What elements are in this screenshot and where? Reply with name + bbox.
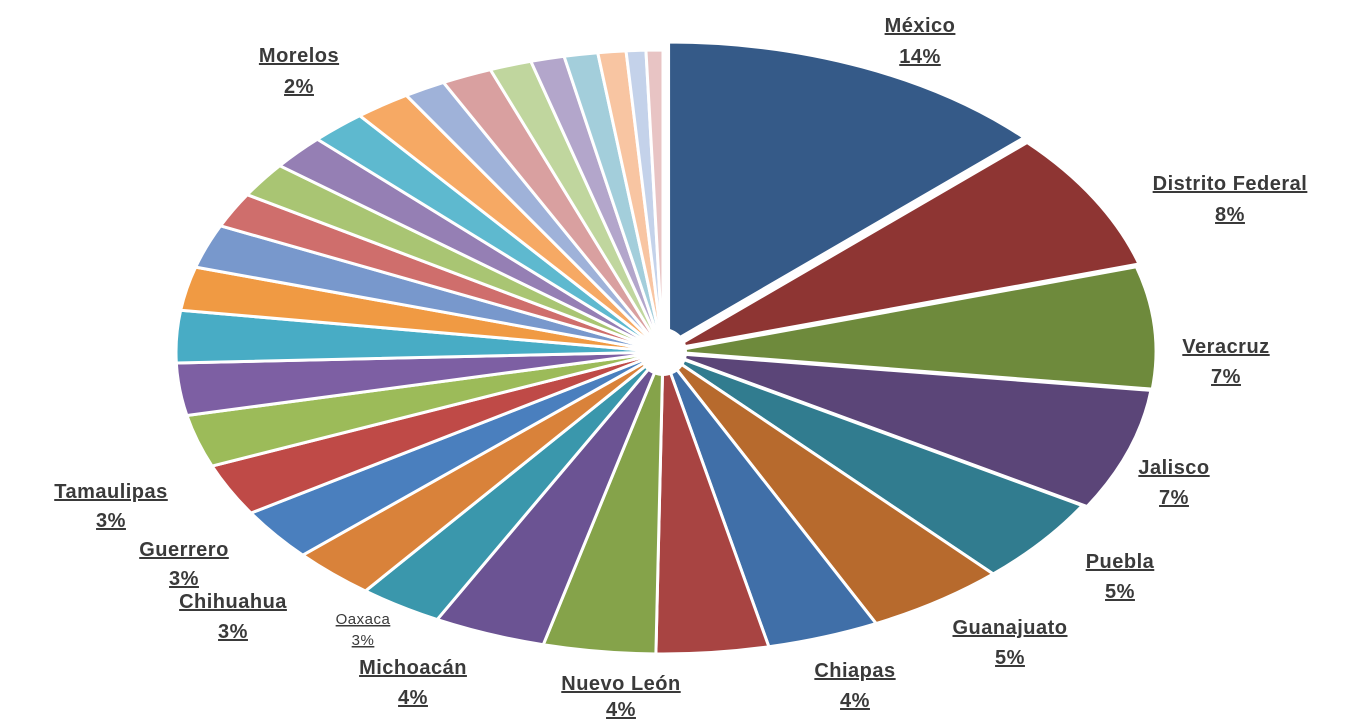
label-nuevo-leon-percent: 4% <box>606 699 636 721</box>
pie-slice-unlabeled-31 <box>644 48 665 354</box>
label-nuevo-leon-name: Nuevo León <box>561 673 680 695</box>
pie-slice-jalisco <box>666 351 1153 509</box>
label-mexico-name: México <box>885 15 956 37</box>
label-guanajuato-name: Guanajuato <box>952 617 1067 639</box>
label-puebla-percent: 5% <box>1105 581 1135 603</box>
pie-slice-distrito-federal <box>670 141 1141 351</box>
label-guerrero-percent: 3% <box>169 568 199 590</box>
pie-center-hole <box>639 328 687 376</box>
pie-slices <box>174 40 1158 656</box>
label-morelos-name: Morelos <box>259 45 339 67</box>
pie-slice-veracruz <box>667 265 1158 391</box>
label-veracruz-percent: 7% <box>1211 366 1241 388</box>
label-michoacan-name: Michoacán <box>359 657 467 679</box>
label-oaxaca-percent: 3% <box>352 632 375 649</box>
label-chihuahua-name: Chihuahua <box>179 591 287 613</box>
label-distrito-federal-percent: 8% <box>1215 204 1245 226</box>
label-guerrero-name: Guerrero <box>139 539 229 561</box>
label-chiapas-name: Chiapas <box>814 660 895 682</box>
label-michoacan-percent: 4% <box>398 687 428 709</box>
pie-labels: México 14% Distrito Federal 8% Veracruz … <box>54 15 1307 721</box>
label-veracruz-name: Veracruz <box>1182 336 1269 358</box>
label-tamaulipas-name: Tamaulipas <box>54 481 168 503</box>
label-jalisco-name: Jalisco <box>1138 457 1209 479</box>
pie-slice-mexico <box>667 40 1026 346</box>
label-chiapas-percent: 4% <box>840 690 870 712</box>
label-jalisco-percent: 7% <box>1159 487 1189 509</box>
label-oaxaca-name: Oaxaca <box>336 611 391 628</box>
label-tamaulipas-percent: 3% <box>96 510 126 532</box>
label-morelos-percent: 2% <box>284 76 314 98</box>
label-puebla-name: Puebla <box>1086 551 1155 573</box>
label-chihuahua-percent: 3% <box>218 621 248 643</box>
label-mexico-percent: 14% <box>899 46 941 68</box>
label-guanajuato-percent: 5% <box>995 647 1025 669</box>
label-distrito-federal-name: Distrito Federal <box>1153 173 1308 195</box>
